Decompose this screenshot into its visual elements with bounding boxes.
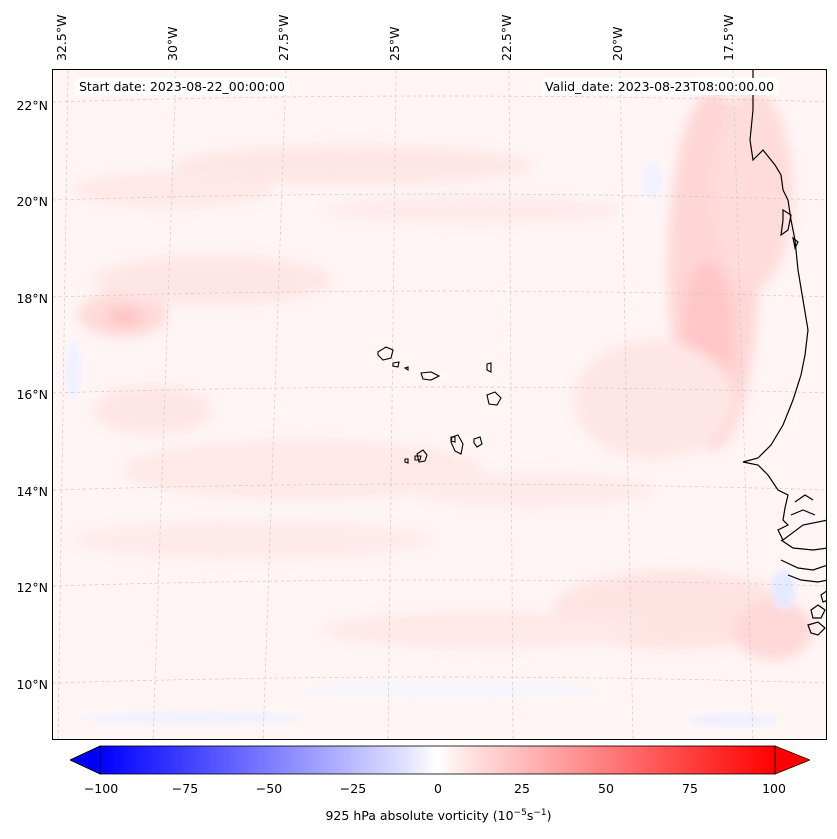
- colorbar-tick-neg50: −50: [255, 781, 283, 796]
- colorbar-tick-0: 0: [434, 781, 442, 796]
- lon-label-32.5W: 32.5°W: [54, 14, 69, 61]
- colorbar-tick-25: 25: [514, 781, 530, 796]
- lon-label-20W: 20°W: [610, 26, 625, 61]
- lat-label-14N: 14°N: [16, 484, 48, 499]
- vorticity-field: [53, 70, 826, 739]
- colorbar-tick-100: 100: [762, 781, 786, 796]
- colorbar: [69, 745, 812, 775]
- lat-label-22N: 22°N: [16, 98, 48, 113]
- lat-label-20N: 20°N: [16, 194, 48, 209]
- colorbar-tick-neg25: −25: [339, 781, 367, 796]
- colorbar-svg: [69, 745, 812, 775]
- colorbar-title-exp1: −5: [513, 808, 527, 818]
- colorbar-gradient: [99, 745, 776, 775]
- colorbar-title-exp2: −1: [533, 808, 547, 818]
- lon-label-30W: 30°W: [165, 26, 180, 61]
- colorbar-tick-50: 50: [598, 781, 614, 796]
- lat-label-12N: 12°N: [16, 580, 48, 595]
- colorbar-title: 925 hPa absolute vorticity (10−5s−1): [0, 808, 837, 823]
- colorbar-tick-neg100: −100: [83, 781, 119, 796]
- lat-label-16N: 16°N: [16, 387, 48, 402]
- start-date-label: Start date: 2023-08-22_00:00:00: [75, 78, 289, 95]
- positive-vorticity-patches: [73, 90, 813, 660]
- lon-label-27.5W: 27.5°W: [276, 14, 291, 61]
- colorbar-tick-neg75: −75: [171, 781, 199, 796]
- colorbar-title-prefix: 925 hPa absolute vorticity (10: [325, 808, 514, 824]
- lat-label-18N: 18°N: [16, 291, 48, 306]
- lon-label-17.5W: 17.5°W: [721, 14, 736, 61]
- colorbar-tick-75: 75: [682, 781, 698, 796]
- colorbar-title-suffix: ): [546, 808, 552, 824]
- lon-label-22.5W: 22.5°W: [499, 14, 514, 61]
- colorbar-min-extend: [69, 745, 101, 775]
- valid-date-label: Valid_date: 2023-08-23T08:00:00.00: [541, 78, 779, 95]
- lon-label-25W: 25°W: [387, 26, 402, 61]
- lat-label-10N: 10°N: [16, 677, 48, 692]
- colorbar-title-mid: s: [526, 808, 534, 824]
- map-area: [52, 69, 827, 740]
- cape-verde-islands: [377, 346, 502, 464]
- africa-coastline: [742, 70, 826, 636]
- negative-vorticity-patches: [65, 162, 795, 726]
- colorbar-max-extend: [774, 745, 812, 775]
- graticule: [53, 70, 826, 739]
